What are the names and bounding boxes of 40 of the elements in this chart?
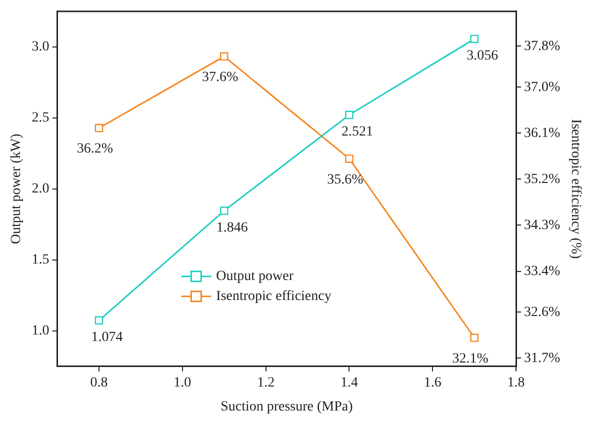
y2-tick-label: 37.8%	[524, 38, 561, 54]
point	[345, 154, 354, 163]
data-label: 36.2%	[76, 142, 114, 157]
legend-label: Output power	[216, 269, 294, 284]
x-tick-label: 0.8	[90, 375, 108, 390]
y2-tick-label: 31.7%	[524, 350, 561, 366]
y2-tick-label: 36.1%	[524, 126, 561, 141]
x-tick-label: 1.0	[174, 375, 192, 390]
y2-tick-label: 37.0%	[524, 80, 561, 95]
x-tick-label: 1.4	[340, 375, 358, 390]
point	[345, 110, 354, 120]
y-axis-title: Output power (kW)	[9, 133, 24, 244]
y-tick-label: 1.0	[32, 324, 50, 339]
legend-label: Isentropic efficiency	[216, 289, 332, 304]
y-tick-label: 2.0	[32, 182, 50, 197]
x-tick-label: 1.2	[257, 375, 275, 390]
point	[94, 124, 104, 132]
data-label: 2.521	[341, 124, 373, 140]
data-label: 37.6%	[202, 70, 239, 86]
point	[220, 52, 228, 61]
y2-axis-title: Isentropic efficiency (%)	[568, 119, 583, 260]
data-label: 3.056	[466, 48, 498, 64]
point	[94, 316, 104, 325]
y2-tick-label: 33.4%	[524, 264, 561, 279]
data-label: 32.1%	[452, 351, 489, 366]
data-label: 1.074	[91, 330, 123, 346]
data-label: 1.846	[216, 220, 248, 236]
point	[220, 206, 228, 215]
x-tick-label: 1.8	[507, 375, 525, 390]
x-tick-label: 1.6	[424, 375, 442, 390]
point	[470, 334, 478, 342]
y-tick-label: 3.0	[32, 40, 50, 55]
data-label: 35.6%	[327, 172, 364, 188]
x-axis-title: Suction pressure (MPa)	[220, 399, 354, 414]
y-tick-label: 1.5	[32, 252, 50, 268]
y2-tick-label: 34.3%	[524, 218, 561, 233]
point	[470, 34, 478, 44]
y-tick-label: 2.5	[32, 110, 50, 126]
y2-tick-label: 32.6%	[524, 304, 561, 320]
y2-tick-label: 35.2%	[524, 172, 561, 187]
